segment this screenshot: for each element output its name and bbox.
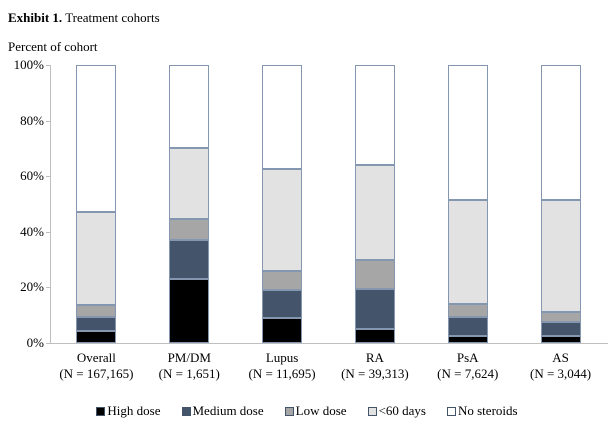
x-category-label: RA (N = 39,313) xyxy=(329,350,422,382)
bar-segment xyxy=(447,316,488,337)
legend-label: Low dose xyxy=(295,403,347,418)
bar-segment xyxy=(447,336,488,343)
stacked-bar-psa xyxy=(447,65,488,343)
bar-segment xyxy=(169,279,210,343)
category-n-count: (N = 3,044) xyxy=(530,366,592,381)
category-n-count: (N = 1,651) xyxy=(158,366,220,381)
legend-item: High dose xyxy=(96,403,161,419)
x-axis-baseline xyxy=(48,343,608,344)
y-tick-label: 20% xyxy=(20,279,44,295)
legend-swatch xyxy=(367,406,377,416)
legend-label: High dose xyxy=(107,403,161,418)
y-tick-mark xyxy=(46,120,50,122)
bar-segment xyxy=(354,288,395,330)
bar-segment xyxy=(354,165,395,260)
category-n-count: (N = 167,165) xyxy=(59,366,134,381)
category-name: PM/DM xyxy=(167,350,211,365)
bar-segment xyxy=(169,148,210,220)
y-tick-label: 100% xyxy=(13,57,44,72)
stacked-bar-lupus xyxy=(262,65,303,343)
legend-item: Medium dose xyxy=(181,403,264,419)
y-tick-mark xyxy=(46,287,50,289)
x-category-label: Overall (N = 167,165) xyxy=(50,350,143,382)
category-name: RA xyxy=(365,350,384,365)
stacked-bar-as xyxy=(540,65,581,343)
y-tick-label: 60% xyxy=(20,168,44,184)
legend-swatch xyxy=(181,406,191,416)
y-tick-label: 40% xyxy=(20,223,44,239)
category-n-count: (N = 39,313) xyxy=(341,366,409,381)
bar-segment xyxy=(540,65,581,200)
bar-segment xyxy=(354,259,395,289)
x-category-label: PsA (N = 7,624) xyxy=(421,350,514,382)
y-axis-line xyxy=(50,65,51,344)
plot-area xyxy=(50,65,607,343)
legend-item: <60 days xyxy=(367,403,426,419)
category-name: AS xyxy=(552,350,569,365)
bar-segment xyxy=(76,330,117,343)
y-tick-mark xyxy=(46,176,50,178)
chart-legend: High dose Medium dose Low dose <60 days No s… xyxy=(0,403,614,419)
legend-label: No steroids xyxy=(457,403,518,418)
figure-title-prefix: Exhibit 1. xyxy=(8,10,63,25)
bar-segment xyxy=(262,317,303,343)
bar-segment xyxy=(540,322,581,337)
x-category-label: AS (N = 3,044) xyxy=(514,350,607,382)
bar-segment xyxy=(540,336,581,343)
bar-segment xyxy=(76,212,117,306)
category-name: Overall xyxy=(76,350,116,365)
legend-item: No steroids xyxy=(446,403,518,419)
figure-title-suffix: Treatment cohorts xyxy=(62,10,160,25)
bar-segment xyxy=(447,199,488,305)
bar-segment xyxy=(169,219,210,241)
legend-swatch xyxy=(96,406,106,416)
y-tick-label: 0% xyxy=(26,335,44,350)
bar-segment xyxy=(447,304,488,317)
bar-segment xyxy=(76,305,117,317)
category-n-count: (N = 11,695) xyxy=(248,366,316,381)
x-category-label: Lupus (N = 11,695) xyxy=(236,350,329,382)
category-n-count: (N = 7,624) xyxy=(437,366,499,381)
bar-segment xyxy=(354,329,395,343)
y-axis-caption: Percent of cohort xyxy=(8,39,98,54)
bar-segment xyxy=(447,65,488,200)
legend-label: <60 days xyxy=(378,403,426,418)
bar-segment xyxy=(262,65,303,170)
x-category-label: PM/DM (N = 1,651) xyxy=(143,350,236,382)
y-tick-mark xyxy=(46,231,50,233)
category-name: Lupus xyxy=(265,350,299,365)
legend-swatch xyxy=(284,406,294,416)
bar-segment xyxy=(76,316,117,331)
category-name: PsA xyxy=(456,350,479,365)
bar-segment xyxy=(540,312,581,323)
legend-label: Medium dose xyxy=(192,403,264,418)
bar-segment xyxy=(540,199,581,313)
legend-swatch xyxy=(446,406,456,416)
stacked-bar-overall xyxy=(76,65,117,343)
stacked-bar-ra xyxy=(354,65,395,343)
bar-segment xyxy=(262,290,303,318)
figure-title: Exhibit 1. Treatment cohorts xyxy=(8,10,160,26)
bar-segment xyxy=(76,65,117,213)
bar-segment xyxy=(354,65,395,166)
y-tick-label: 80% xyxy=(20,112,44,128)
y-tick-mark xyxy=(46,343,50,344)
bar-segment xyxy=(262,169,303,271)
legend-item: Low dose xyxy=(284,403,347,419)
bar-segment xyxy=(169,240,210,280)
bar-segment xyxy=(262,270,303,291)
y-tick-mark xyxy=(46,65,50,66)
stacked-bar-pm-dm xyxy=(169,65,210,343)
bar-segment xyxy=(169,65,210,149)
